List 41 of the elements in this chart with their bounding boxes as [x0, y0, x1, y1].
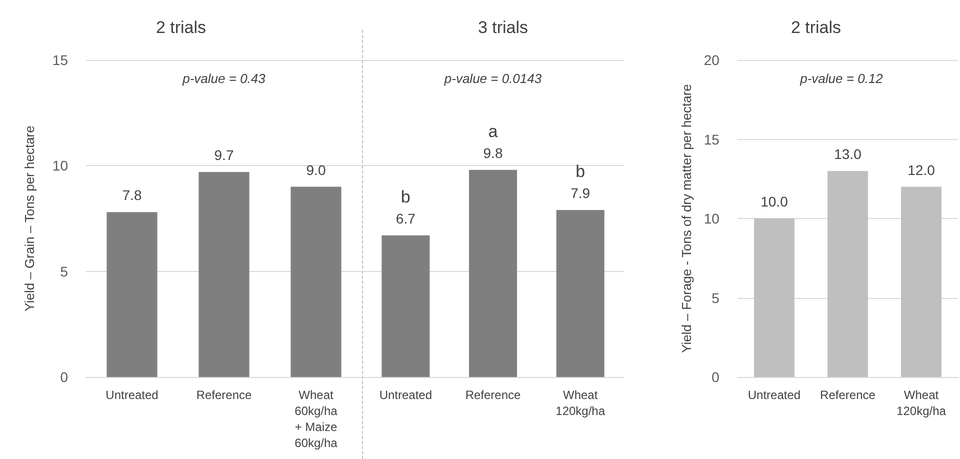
data-label: 6.7 [396, 210, 416, 226]
y-axis-title: Yield – Forage - Tons of dry matter per hectare [679, 84, 694, 353]
annotation: p-value = 0.0143 [443, 71, 542, 86]
y-tick-label: 5 [712, 290, 720, 306]
bar [198, 172, 250, 377]
x-tick-label: Wheat 60kg/ha + Maize 60kg/ha [294, 388, 338, 450]
y-tick-label: 0 [712, 369, 720, 385]
annotation: b [576, 162, 586, 182]
data-label: 7.9 [570, 185, 590, 202]
annotation: p-value = 0.12 [799, 71, 884, 86]
x-tick-label: Wheat 120kg/ha [896, 388, 946, 418]
x-tick-label: Untreated [748, 388, 801, 402]
y-tick-label: 0 [60, 369, 68, 385]
x-tick-label: Reference [196, 388, 252, 402]
data-label: 9.0 [306, 162, 326, 178]
bar [290, 186, 342, 377]
y-tick-label: 15 [52, 52, 68, 68]
data-label: 12.0 [908, 162, 936, 178]
chart-title: 2 trials [156, 18, 206, 37]
chart-title: 3 trials [478, 18, 528, 37]
bar [106, 212, 158, 377]
y-tick-label: 15 [704, 131, 720, 148]
x-tick-label: Reference [820, 388, 876, 402]
y-tick-label: 10 [704, 210, 720, 226]
data-label: 13.0 [834, 146, 862, 162]
data-label: 9.7 [214, 147, 234, 164]
y-tick-label: 5 [60, 263, 68, 280]
annotation: a [488, 122, 498, 141]
annotation: p-value = 0.43 [182, 71, 266, 86]
data-label: 10.0 [760, 194, 788, 210]
data-label: 7.8 [122, 187, 142, 204]
x-tick-label: Reference [465, 388, 522, 402]
data-label: 9.8 [483, 144, 503, 161]
y-tick-label: 10 [52, 158, 68, 174]
y-axis-title: Yield – Grain – Tons per hectare [22, 126, 37, 312]
x-tick-label: Wheat 120kg/ha [556, 388, 606, 418]
x-tick-label: Untreated [379, 388, 432, 402]
chart-title: 2 trials [790, 18, 842, 37]
y-tick-label: 20 [704, 52, 720, 68]
annotation: b [400, 187, 410, 206]
x-tick-label: Untreated [106, 388, 158, 402]
